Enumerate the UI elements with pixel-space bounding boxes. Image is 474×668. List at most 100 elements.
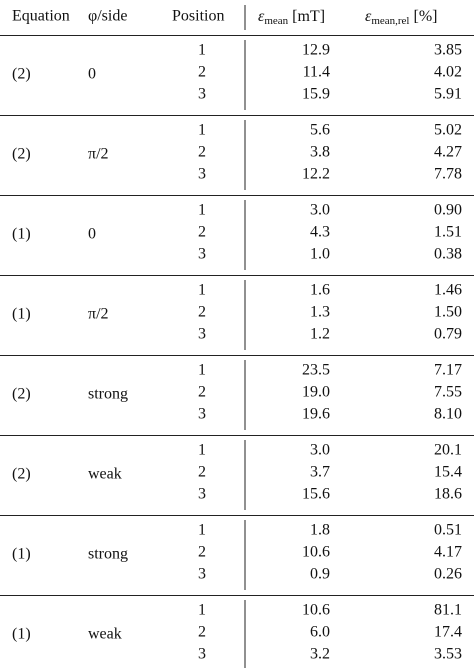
equation-cell: (2)	[12, 66, 31, 83]
position-cell: 1	[198, 202, 206, 219]
mean-cell: 11.4	[303, 64, 330, 81]
equation-cell: (1)	[12, 306, 31, 323]
rel-cell: 3.85	[434, 42, 462, 59]
header-unit: [mT]	[292, 8, 325, 25]
mean-cell: 3.2	[310, 646, 330, 663]
position-cell: 1	[198, 122, 206, 139]
rel-cell: 1.51	[434, 224, 462, 241]
side-cell: 0	[88, 226, 96, 243]
rel-cell: 0.79	[434, 326, 462, 343]
position-cell: 3	[198, 246, 206, 263]
position-cell: 1	[198, 522, 206, 539]
rel-cell: 7.17	[434, 362, 462, 379]
mean-cell: 0.9	[310, 566, 330, 583]
mean-cell: 19.0	[302, 384, 330, 401]
header-symbol: ε	[258, 8, 265, 25]
position-cell: 1	[198, 442, 206, 459]
rel-cell: 7.55	[434, 384, 462, 401]
rel-cell: 7.78	[434, 166, 462, 183]
position-cell: 2	[198, 464, 206, 481]
mean-cell: 12.9	[302, 42, 330, 59]
mean-cell: 3.0	[310, 202, 330, 219]
mean-cell: 6.0	[310, 624, 330, 641]
mean-cell: 1.2	[310, 326, 330, 343]
rel-cell: 20.1	[434, 442, 462, 459]
mean-cell: 10.6	[302, 602, 330, 619]
rel-cell: 1.46	[434, 282, 462, 299]
mean-cell: 15.6	[302, 486, 330, 503]
mean-cell: 1.6	[310, 282, 330, 299]
position-cell: 3	[198, 406, 206, 423]
equation-cell: (2)	[12, 386, 31, 403]
rel-cell: 4.27	[434, 144, 462, 161]
position-cell: 3	[198, 646, 206, 663]
rel-cell: 18.6	[434, 486, 462, 503]
side-cell: π/2	[88, 306, 109, 323]
rel-cell: 0.90	[434, 202, 462, 219]
mean-cell: 1.3	[310, 304, 330, 321]
equation-cell: (2)	[12, 146, 31, 163]
rel-cell: 8.10	[434, 406, 462, 423]
rel-cell: 0.38	[434, 246, 462, 263]
equation-cell: (1)	[12, 546, 31, 563]
position-cell: 1	[198, 42, 206, 59]
position-cell: 3	[198, 166, 206, 183]
equation-cell: (2)	[12, 466, 31, 483]
mean-cell: 1.8	[310, 522, 330, 539]
rel-cell: 5.02	[434, 122, 462, 139]
equation-cell: (1)	[12, 626, 31, 643]
mean-cell: 12.2	[302, 166, 330, 183]
position-cell: 1	[198, 282, 206, 299]
position-cell: 3	[198, 486, 206, 503]
position-cell: 1	[198, 362, 206, 379]
side-cell: weak	[88, 466, 122, 483]
mean-cell: 3.0	[310, 442, 330, 459]
position-cell: 2	[198, 144, 206, 161]
header-unit: [%]	[414, 8, 438, 25]
position-cell: 2	[198, 304, 206, 321]
side-cell: weak	[88, 626, 122, 643]
rel-cell: 0.51	[434, 522, 462, 539]
mean-cell: 5.6	[310, 122, 330, 139]
mean-cell: 15.9	[302, 86, 330, 103]
rel-cell: 17.4	[434, 624, 462, 641]
header-subscript: mean,rel	[371, 15, 409, 27]
side-cell: strong	[88, 386, 128, 403]
rel-cell: 4.17	[434, 544, 462, 561]
rel-cell: 5.91	[434, 86, 462, 103]
rel-cell: 4.02	[434, 64, 462, 81]
rel-cell: 15.4	[434, 464, 462, 481]
position-cell: 3	[198, 566, 206, 583]
position-cell: 2	[198, 64, 206, 81]
header-cell: Position	[172, 8, 224, 25]
rel-cell: 0.26	[434, 566, 462, 583]
position-cell: 2	[198, 544, 206, 561]
mean-cell: 1.0	[310, 246, 330, 263]
position-cell: 1	[198, 602, 206, 619]
header-subscript: mean	[264, 15, 288, 27]
rel-cell: 3.53	[434, 646, 462, 663]
position-cell: 2	[198, 224, 206, 241]
header-symbol: ε	[365, 8, 372, 25]
mean-cell: 23.5	[302, 362, 330, 379]
mean-cell: 3.8	[310, 144, 330, 161]
mean-cell: 3.7	[310, 464, 330, 481]
side-cell: 0	[88, 66, 96, 83]
header-cell: εmean [mT]	[258, 8, 325, 27]
mean-cell: 4.3	[310, 224, 330, 241]
side-cell: π/2	[88, 146, 109, 163]
rel-cell: 1.50	[434, 304, 462, 321]
header-cell: Equation	[12, 8, 70, 25]
side-cell: strong	[88, 546, 128, 563]
equation-cell: (1)	[12, 226, 31, 243]
position-cell: 2	[198, 624, 206, 641]
rel-cell: 81.1	[434, 602, 462, 619]
header-cell: φ/side	[88, 8, 127, 25]
position-cell: 3	[198, 86, 206, 103]
mean-cell: 19.6	[302, 406, 330, 423]
header-cell: εmean,rel [%]	[365, 8, 437, 27]
position-cell: 3	[198, 326, 206, 343]
mean-cell: 10.6	[302, 544, 330, 561]
position-cell: 2	[198, 384, 206, 401]
